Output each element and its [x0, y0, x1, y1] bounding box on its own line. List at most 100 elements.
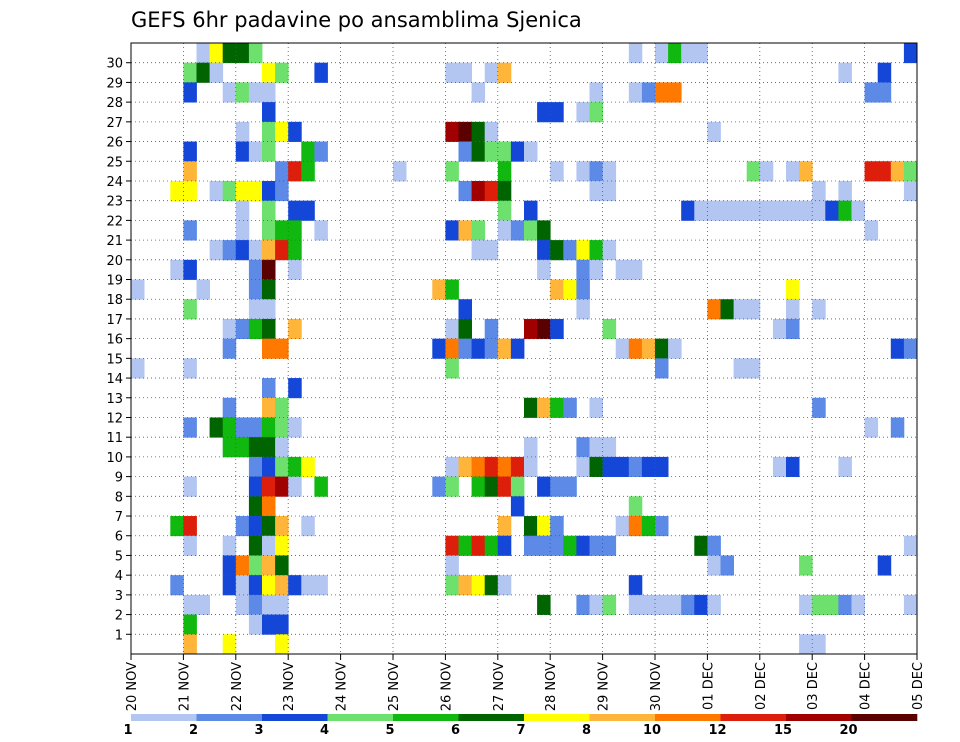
heatmap-cell [314, 220, 328, 241]
heatmap-cell [235, 417, 250, 438]
y-tick-label: 9 [115, 471, 123, 486]
heatmap-cell [248, 456, 263, 478]
heatmap-cell [222, 555, 237, 576]
heatmap-cell [484, 476, 499, 497]
heatmap-cell [248, 437, 263, 458]
heatmap-cell [209, 62, 224, 83]
colorbar-label: 3 [254, 723, 263, 738]
heatmap-cell [262, 299, 276, 320]
heatmap-cell [288, 417, 302, 438]
heatmap-cell [733, 358, 748, 379]
heatmap-cell [248, 180, 263, 202]
colorbar-label: 6 [451, 723, 460, 738]
x-axis-ticks: 20 NOV 21 NOV 22 NOV 23 NOV 24 NOV 25 NOV 26 N… [125, 654, 926, 711]
heatmap-cell [471, 456, 486, 478]
heatmap-cell [602, 161, 617, 182]
heatmap-cell [537, 516, 551, 537]
heatmap-cell [641, 338, 656, 359]
grid-lines [131, 43, 917, 654]
heatmap-cell [484, 62, 499, 83]
heatmap-cell [314, 575, 328, 596]
heatmap-cell [497, 575, 512, 596]
heatmap-cell [602, 318, 617, 340]
heatmap-cell [248, 299, 263, 320]
heatmap-cell [235, 121, 250, 142]
heatmap-cell [497, 476, 512, 497]
heatmap-cell [694, 594, 708, 615]
heatmap-cell [445, 318, 459, 340]
heatmap-cell [877, 161, 892, 182]
y-tick-label: 21 [106, 234, 123, 249]
heatmap-cell [314, 476, 328, 497]
heatmap-cell [655, 456, 669, 478]
heatmap-cell [471, 121, 486, 142]
heatmap-cell [786, 456, 800, 478]
heatmap-cell [510, 496, 525, 517]
y-tick-label: 15 [106, 352, 123, 367]
heatmap-cell [903, 161, 918, 182]
heatmap-cell [458, 575, 472, 596]
heatmap-cell [275, 121, 289, 142]
heatmap-cell [615, 338, 630, 359]
heatmap-cell [275, 555, 289, 576]
y-tick-label: 23 [106, 195, 123, 210]
heatmap-cell [262, 200, 276, 221]
colorbar-label: 2 [189, 723, 198, 738]
heatmap-cell [537, 535, 551, 556]
heatmap-cell [838, 62, 852, 83]
heatmap-cell [222, 318, 237, 340]
heatmap-cell [471, 141, 486, 162]
x-tick-label: 22 NOV [230, 662, 245, 711]
heatmap-cell [301, 141, 315, 162]
heatmap-cell [262, 575, 276, 596]
heatmap-cell [484, 338, 499, 359]
heatmap-cell [537, 259, 551, 280]
heatmap-cell [851, 594, 865, 615]
heatmap-cell [445, 121, 459, 142]
heatmap-cell [641, 82, 656, 103]
heatmap-cell [458, 456, 472, 478]
heatmap-cell [746, 200, 761, 221]
heatmap-cell [262, 259, 276, 280]
heatmap-cell [550, 102, 564, 123]
heatmap-cell [314, 141, 328, 162]
heatmap-cell [262, 180, 276, 202]
heatmap-cell [589, 456, 603, 478]
colorbar-segment [589, 714, 656, 721]
heatmap-cell [275, 634, 289, 655]
heatmap-cell [248, 279, 263, 300]
y-tick-label: 17 [106, 313, 123, 328]
heatmap-cell [458, 220, 472, 241]
heatmap-cell [432, 338, 446, 359]
heatmap-cell [262, 397, 276, 418]
heatmap-cell [615, 456, 630, 478]
heatmap-cell [288, 121, 302, 142]
heatmap-cell [890, 338, 905, 359]
heatmap-cell [812, 299, 826, 320]
heatmap-cell [275, 594, 289, 615]
heatmap-cell [445, 555, 459, 576]
heatmap-cell [222, 82, 237, 103]
heatmap-cell [484, 456, 499, 478]
heatmap-cell [537, 102, 551, 123]
x-tick-label: 23 NOV [282, 662, 297, 711]
heatmap-cell [262, 338, 276, 359]
heatmap-cell [668, 82, 682, 103]
y-axis-ticks: 1234567891011121314151617181920212223242… [106, 57, 131, 643]
heatmap-cell [471, 240, 486, 261]
colorbar-segment [458, 714, 525, 721]
heatmap-cell [445, 62, 459, 83]
heatmap-cell [812, 594, 826, 615]
heatmap-cell [301, 516, 315, 537]
heatmap-cell [209, 417, 224, 438]
heatmap-cell [864, 82, 879, 103]
heatmap-cell [183, 594, 197, 615]
heatmap-cell [222, 417, 237, 438]
heatmap-cell [183, 417, 197, 438]
heatmap-cell [550, 240, 564, 261]
heatmap-cell [524, 456, 538, 478]
heatmap-cell [628, 456, 643, 478]
y-tick-label: 25 [106, 155, 123, 170]
heatmap-cell [576, 259, 590, 280]
heatmap-cell [589, 397, 603, 418]
